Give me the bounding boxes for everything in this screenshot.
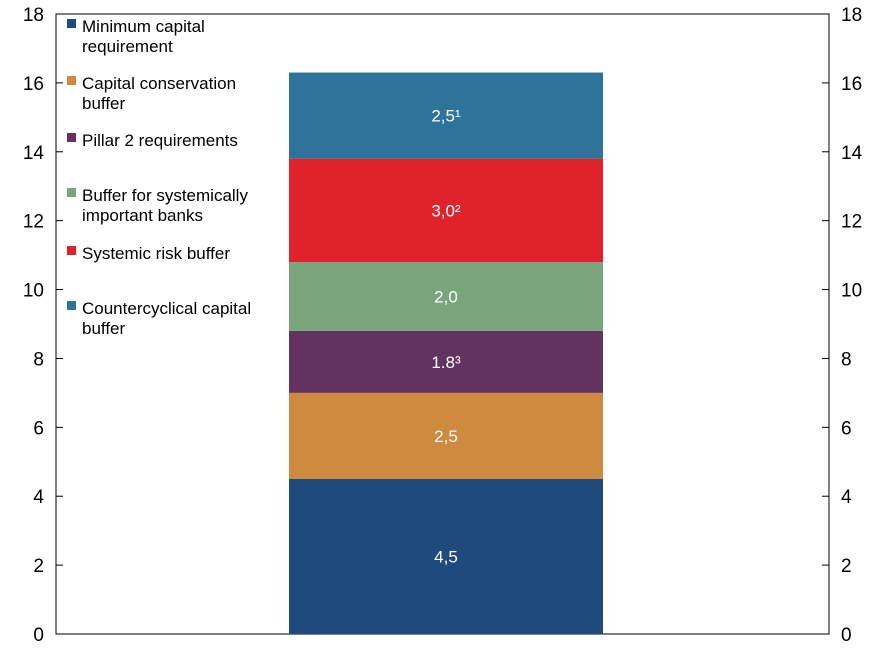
right-tick-label: 10 — [841, 281, 862, 302]
data-label: 2,5¹ — [431, 107, 461, 126]
left-tick-label: 16 — [23, 74, 44, 95]
legend-swatch — [67, 76, 76, 85]
legend-swatch — [67, 301, 76, 310]
left-tick-label: 2 — [33, 556, 44, 577]
data-label: 1.8³ — [431, 353, 461, 372]
right-tick-label: 8 — [841, 349, 852, 370]
data-label: 3,0² — [431, 201, 461, 220]
legend-label: buffer — [82, 319, 126, 338]
data-label: 2,0 — [434, 287, 458, 306]
right-tick-label: 14 — [841, 143, 863, 164]
legend-label: important banks — [82, 206, 203, 225]
left-tick-label: 12 — [23, 212, 44, 233]
left-tick-label: 14 — [23, 143, 45, 164]
legend-label: Minimum capital — [82, 17, 205, 36]
legend-label: Pillar 2 requirements — [82, 131, 238, 150]
right-tick-label: 6 — [841, 418, 852, 439]
legend-swatch — [67, 246, 76, 255]
legend-swatch — [67, 19, 76, 28]
left-tick-label: 4 — [33, 487, 44, 508]
left-tick-label: 6 — [33, 418, 44, 439]
left-tick-label: 18 — [23, 5, 44, 26]
right-tick-label: 12 — [841, 212, 862, 233]
left-tick-label: 8 — [33, 349, 44, 370]
legend-label: Countercyclical capital — [82, 299, 251, 318]
right-tick-label: 18 — [841, 5, 862, 26]
data-label: 4,5 — [434, 548, 458, 567]
right-tick-label: 2 — [841, 556, 852, 577]
legend-label: Buffer for systemically — [82, 186, 248, 205]
legend-label: Systemic risk buffer — [82, 244, 230, 263]
data-label: 2,5 — [434, 427, 458, 446]
legend-label: buffer — [82, 94, 126, 113]
legend-label: requirement — [82, 37, 173, 56]
legend-swatch — [67, 133, 76, 142]
right-tick-label: 0 — [841, 625, 852, 646]
left-tick-label: 0 — [33, 625, 44, 646]
right-tick-label: 4 — [841, 487, 852, 508]
left-tick-label: 10 — [23, 281, 44, 302]
right-tick-label: 16 — [841, 74, 862, 95]
legend-swatch — [67, 188, 76, 197]
legend-label: Capital conservation — [82, 74, 236, 93]
